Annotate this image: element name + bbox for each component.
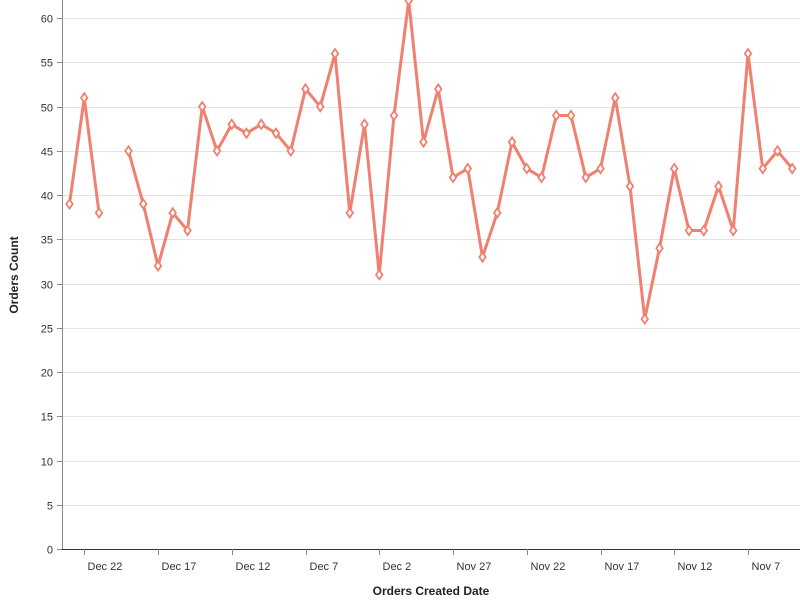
- data-point[interactable]: [551, 109, 561, 122]
- data-point[interactable]: [684, 224, 694, 237]
- x-tick-label: Dec 12: [236, 561, 271, 573]
- x-tick-label: Dec 2: [383, 561, 412, 573]
- data-point[interactable]: [168, 206, 178, 219]
- data-point[interactable]: [360, 118, 369, 131]
- data-point[interactable]: [389, 109, 399, 122]
- y-tick-label: 25: [41, 324, 53, 336]
- data-point[interactable]: [404, 0, 414, 7]
- data-point[interactable]: [758, 162, 768, 175]
- data-point[interactable]: [433, 82, 443, 96]
- data-point[interactable]: [301, 82, 310, 96]
- data-point[interactable]: [183, 224, 192, 237]
- data-point[interactable]: [153, 259, 163, 273]
- data-point[interactable]: [507, 135, 517, 149]
- data-point[interactable]: [227, 118, 237, 131]
- data-point[interactable]: [581, 171, 591, 184]
- data-point[interactable]: [242, 127, 251, 140]
- x-tick-label: Nov 17: [605, 561, 640, 573]
- y-tick-label: 15: [41, 412, 53, 424]
- y-tick-label: 0: [47, 545, 53, 557]
- data-point[interactable]: [197, 100, 207, 113]
- data-point[interactable]: [625, 180, 635, 193]
- data-point[interactable]: [655, 242, 664, 255]
- data-point[interactable]: [330, 47, 340, 60]
- y-tick-label: 40: [41, 191, 53, 203]
- data-point[interactable]: [65, 197, 74, 211]
- y-tick-label: 60: [41, 14, 53, 26]
- data-point[interactable]: [773, 144, 782, 158]
- data-point[interactable]: [315, 100, 325, 113]
- data-point[interactable]: [640, 312, 650, 326]
- data-point[interactable]: [478, 250, 487, 264]
- data-point[interactable]: [714, 180, 723, 193]
- series-layer: [65, 0, 797, 326]
- y-tick-label: 45: [41, 147, 53, 159]
- data-point[interactable]: [566, 109, 576, 122]
- data-point[interactable]: [492, 206, 502, 219]
- y-tick-label: 30: [41, 280, 53, 292]
- x-axis-title: Orders Created Date: [373, 584, 490, 598]
- y-tick-label: 35: [41, 235, 53, 247]
- data-point[interactable]: [728, 224, 738, 237]
- data-point[interactable]: [345, 206, 355, 219]
- data-point[interactable]: [271, 127, 281, 140]
- data-point[interactable]: [596, 162, 605, 175]
- x-tick-label: Nov 22: [531, 561, 566, 573]
- data-point[interactable]: [138, 197, 148, 211]
- series-line: [68, 0, 794, 321]
- y-tick-label: 20: [41, 368, 53, 380]
- y-tick-label: 50: [41, 103, 53, 115]
- y-axis-title: Orders Count: [7, 236, 21, 313]
- data-point[interactable]: [537, 171, 546, 184]
- x-tick-label: Nov 12: [678, 561, 713, 573]
- data-point[interactable]: [124, 144, 133, 158]
- data-point[interactable]: [256, 118, 266, 131]
- data-point[interactable]: [743, 47, 753, 60]
- x-tick-label: Dec 17: [162, 561, 197, 573]
- data-point[interactable]: [374, 268, 384, 281]
- data-point[interactable]: [463, 162, 473, 175]
- data-point[interactable]: [522, 162, 532, 175]
- data-point[interactable]: [79, 91, 89, 104]
- x-tick-label: Nov 7: [752, 561, 781, 573]
- data-point[interactable]: [787, 162, 797, 175]
- y-tick-label: 10: [41, 457, 53, 469]
- x-tick-label: Dec 22: [88, 561, 123, 573]
- data-point[interactable]: [212, 144, 222, 158]
- data-point[interactable]: [419, 135, 428, 149]
- data-point[interactable]: [286, 144, 296, 158]
- y-tick-label: 5: [47, 501, 53, 513]
- data-point[interactable]: [669, 162, 679, 175]
- x-axis: Dec 22 Dec 17 Dec 12 Dec 7 Dec 2 Nov 27 Nov 22…: [62, 549, 800, 573]
- data-point[interactable]: [448, 171, 458, 184]
- data-point[interactable]: [699, 224, 709, 237]
- y-axis: 0 5 10 15 20 25 30 35 40 45 50 55 60: [41, 0, 63, 557]
- y-tick-label: 55: [41, 58, 53, 70]
- data-point[interactable]: [610, 91, 620, 104]
- data-point[interactable]: [94, 206, 104, 219]
- gridlines: [62, 18, 800, 506]
- x-tick-label: Nov 27: [457, 561, 492, 573]
- x-tick-label: Dec 7: [310, 561, 339, 573]
